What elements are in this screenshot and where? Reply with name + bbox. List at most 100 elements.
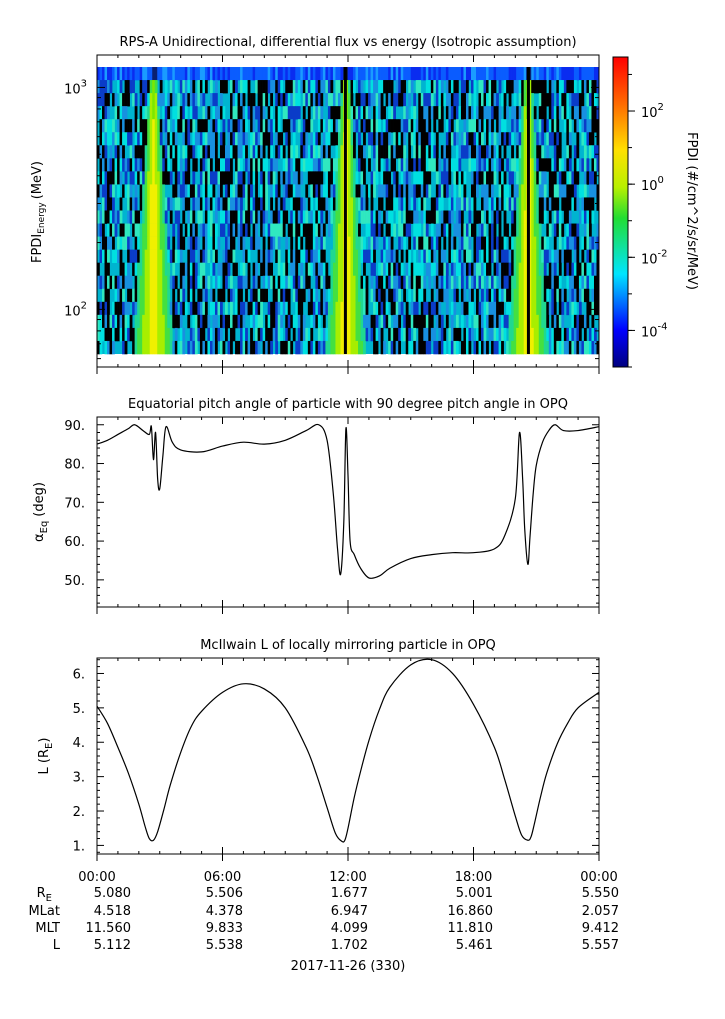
spectrogram-cell [470,119,474,133]
spectrogram-cell [551,262,555,277]
spectrogram-cell [573,119,577,133]
spectrogram-cell [305,158,309,172]
spectrogram-cell [265,210,268,224]
spectrogram-cell [277,288,281,303]
spectrogram-cell [541,210,545,224]
spectrogram-cell [192,236,196,250]
spectrogram-cell [448,210,452,224]
spectrogram-cell [242,314,246,329]
spectrogram-cell [242,340,246,355]
spectrogram-cell [167,145,171,159]
spectrogram-cell [147,327,151,342]
spectrogram-cell [531,184,535,198]
spectrogram-cell [348,67,351,81]
spectrogram-cell [568,236,572,250]
spectrogram-cell [478,340,482,355]
spectrogram-cell [418,236,422,250]
spectrogram-cell [541,249,545,263]
spectrogram-cell [556,184,560,198]
spectrogram-cell [398,145,402,159]
ephemeris-row-label: MLat [28,904,60,919]
spectrogram-cell [209,210,213,224]
spectrogram-cell [147,145,151,159]
spectrogram-cell [403,327,407,342]
spectrogram-cell [516,145,519,159]
spectrogram-cell [217,106,221,120]
spectrogram-cell [518,171,522,185]
spectrogram-cell [270,249,273,263]
spectrogram-cell [553,184,557,198]
spectrogram-cell [388,67,391,81]
spectrogram-cell [363,314,366,329]
spectrogram-cell [375,93,379,107]
spectrogram-cell [363,288,366,303]
spectrogram-cell [202,223,206,237]
spectrogram-cell [232,249,236,263]
spectrogram-cell [418,171,422,185]
spectrogram-cell [202,340,206,355]
spectrogram-cell [350,301,354,316]
spectrogram-cell [209,301,213,316]
spectrogram-cell [583,132,587,146]
spectrogram-cell [192,210,196,224]
spectrogram-cell [380,223,384,237]
ephemeris-value: 5.080 [94,886,131,901]
spectrogram-cell [566,275,570,290]
spectrogram-cell [390,223,394,237]
spectrogram-cell [127,158,130,172]
spectrogram-cell [114,106,118,120]
spectrogram-cell [568,340,572,355]
spectrogram-cell [470,275,474,290]
spectrogram-cell [325,67,329,81]
spectrogram-cell [546,288,550,303]
spectrogram-cell [586,288,590,303]
spectrogram-cell [137,236,140,250]
spectrogram-cell [277,93,281,107]
spectrogram-cell [546,327,550,342]
spectrogram-cell [576,132,580,146]
spectrogram-cell [332,158,336,172]
spectrogram-cell [403,67,407,81]
spectrogram-cell [568,67,572,81]
spectrogram-cell [129,184,133,198]
spectrogram-cell [586,236,590,250]
spectrogram-cell [189,236,193,250]
spectrogram-cell [114,132,118,146]
spectrogram-cell [553,223,557,237]
spectrogram-cell [154,132,158,146]
spectrogram-cell [177,106,181,120]
spectrogram-cell [134,93,138,107]
spectrogram-cell [573,340,577,355]
spectrogram-cell [122,262,125,277]
spectrogram-cell [109,158,113,172]
spectrogram-cell [538,158,542,172]
spectrogram-cell [373,327,376,342]
spectrogram-cell [521,249,524,263]
spectrogram-cell [503,249,507,263]
spectrogram-cell [523,145,527,159]
spectrogram-cell [149,236,153,250]
spectrogram-cell [478,327,482,342]
spectrogram-cell [425,119,429,133]
spectrogram-cell [164,262,168,277]
spectrogram-cell [440,145,444,159]
spectrogram-cell [117,80,120,94]
spectrogram-cell [209,145,213,159]
spectrogram-cell [486,93,489,107]
spectrogram-cell [214,93,218,107]
spectrogram-cell [292,119,296,133]
spectrogram-cell [353,236,356,250]
spectrogram-cell [368,106,371,120]
spectrogram-cell [132,145,135,159]
spectrogram-cell [398,314,402,329]
spectrogram-cell [230,314,233,329]
spectrogram-cell [317,327,321,342]
spectrogram-cell [272,314,276,329]
spectrogram-cell [498,301,502,316]
spectrogram-cell [445,210,449,224]
spectrogram-cell [516,249,519,263]
spectrogram-cell [310,171,314,185]
spectrogram-cell [144,67,148,81]
spectrogram-cell [556,340,560,355]
spectrogram-cell [568,184,572,198]
